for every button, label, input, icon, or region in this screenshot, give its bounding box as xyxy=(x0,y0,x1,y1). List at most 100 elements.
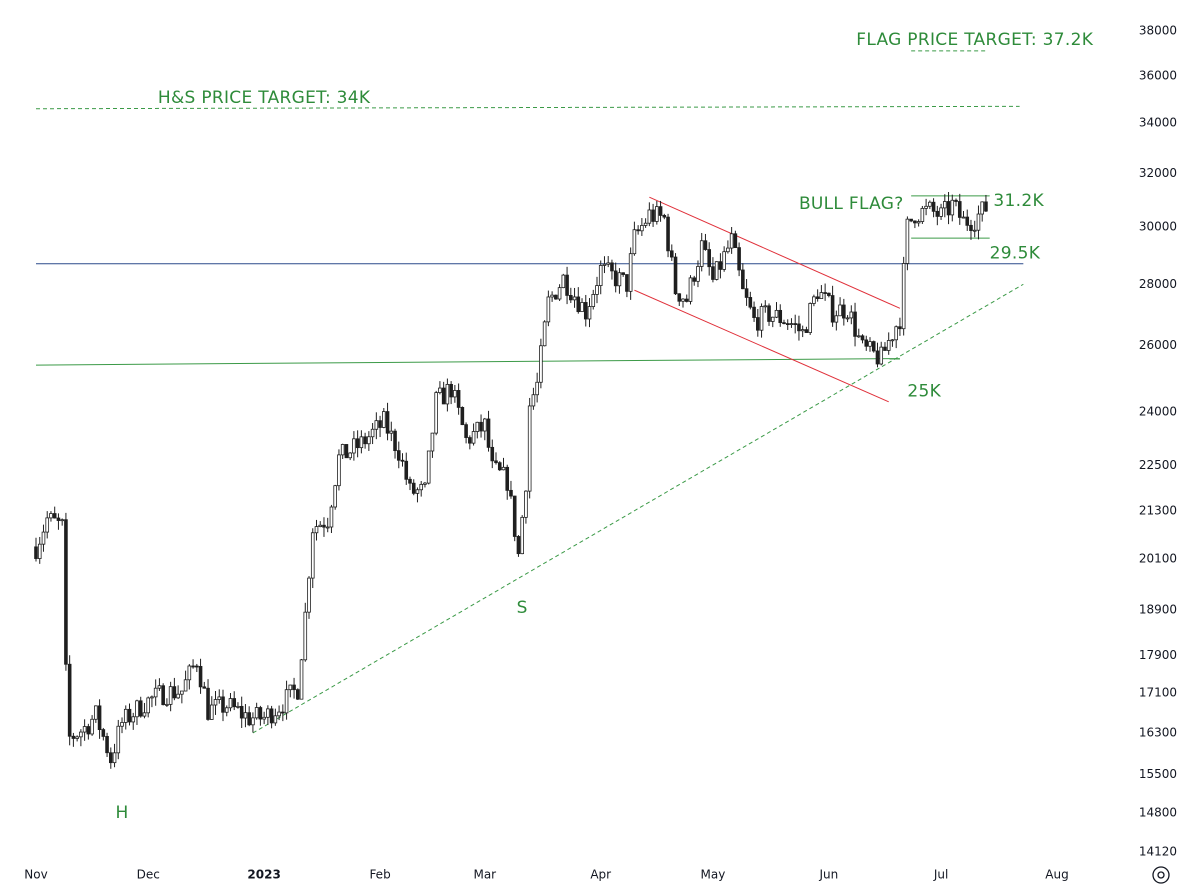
gear-icon[interactable] xyxy=(1152,866,1170,884)
candle xyxy=(875,342,880,368)
candle xyxy=(269,705,274,729)
candle xyxy=(224,705,229,717)
price-tick-label: 15500 xyxy=(1139,767,1177,781)
candle xyxy=(79,729,83,747)
candle xyxy=(890,339,895,347)
candle xyxy=(460,406,465,426)
candle xyxy=(213,690,218,715)
annotation-label[interactable]: H&S PRICE TARGET: 34K xyxy=(158,88,371,108)
candle xyxy=(688,275,693,305)
annotation-label[interactable]: 25K xyxy=(907,382,941,402)
annotation-label[interactable]: FLAG PRICE TARGET: 37.2K xyxy=(856,30,1093,50)
drawing-line-1[interactable] xyxy=(35,358,900,366)
candle xyxy=(176,685,180,700)
drawing-line-3[interactable] xyxy=(634,289,889,403)
candle xyxy=(651,203,655,227)
price-tick-label: 17100 xyxy=(1139,686,1177,700)
candle xyxy=(520,515,524,555)
candle xyxy=(161,683,165,706)
candle xyxy=(307,576,311,619)
candle xyxy=(281,704,285,722)
candle xyxy=(576,287,581,314)
candle xyxy=(655,200,659,225)
candle xyxy=(782,319,786,325)
time-tick-label: Jul xyxy=(933,868,948,882)
candle xyxy=(722,246,726,272)
drawing-line-4[interactable] xyxy=(252,283,1024,734)
annotation-label[interactable]: 31.2K xyxy=(993,191,1044,211)
annotation-label[interactable]: S xyxy=(517,598,528,618)
candle xyxy=(894,325,898,349)
candle xyxy=(797,315,801,341)
candle xyxy=(587,298,592,328)
candle xyxy=(138,696,143,718)
candle xyxy=(90,715,94,736)
candle xyxy=(393,428,397,459)
candle xyxy=(56,513,61,530)
candle xyxy=(206,679,210,721)
annotation-label[interactable]: H xyxy=(115,803,128,823)
candle xyxy=(400,453,405,467)
candle xyxy=(262,711,266,725)
candle xyxy=(34,537,38,562)
candle xyxy=(800,325,805,338)
candle xyxy=(355,430,360,458)
candle xyxy=(707,242,711,276)
candle xyxy=(404,452,409,485)
candle xyxy=(830,285,835,327)
candle xyxy=(497,461,502,472)
candle xyxy=(146,696,150,718)
candle xyxy=(613,262,618,293)
candle xyxy=(430,432,435,458)
candle xyxy=(71,732,76,747)
candle xyxy=(150,695,154,708)
drawing-line-2[interactable] xyxy=(649,196,901,309)
candle xyxy=(385,402,390,441)
candle xyxy=(168,681,173,712)
candle xyxy=(333,484,337,510)
price-tick-label: 17900 xyxy=(1139,648,1177,662)
candle xyxy=(135,699,139,725)
candle xyxy=(636,225,640,235)
candle xyxy=(314,519,319,541)
time-tick-label: Jun xyxy=(818,868,838,882)
annotation-label[interactable]: BULL FLAG? xyxy=(799,194,904,214)
candle xyxy=(396,441,401,469)
candle xyxy=(340,443,345,460)
candle xyxy=(640,218,644,236)
drawing-line-5[interactable] xyxy=(35,105,1020,110)
candle xyxy=(595,276,599,304)
candle xyxy=(479,414,483,438)
candle xyxy=(909,218,913,223)
candle xyxy=(142,702,147,719)
candle xyxy=(808,302,812,335)
time-tick-label: Nov xyxy=(24,868,47,882)
candle xyxy=(378,415,382,438)
candle xyxy=(819,285,824,299)
candle xyxy=(916,219,921,227)
candle xyxy=(883,342,887,351)
time-tick-label: Dec xyxy=(137,868,160,882)
candle xyxy=(180,690,184,704)
candle xyxy=(557,284,562,302)
price-axis: 14120 14800 15500 16300 17100 17900 18900 20100… xyxy=(1139,24,1177,859)
candle xyxy=(445,378,450,412)
candle xyxy=(669,244,674,261)
candle xyxy=(101,727,106,741)
candle xyxy=(827,292,831,298)
candle xyxy=(292,677,296,699)
candle xyxy=(729,226,734,254)
candle xyxy=(696,260,700,288)
candle xyxy=(939,203,943,220)
candle xyxy=(411,479,416,496)
candle xyxy=(329,504,334,534)
price-tick-label: 20100 xyxy=(1139,552,1177,566)
price-tick-label: 36000 xyxy=(1139,68,1177,82)
annotation-label[interactable]: 29.5K xyxy=(990,244,1041,264)
candle xyxy=(886,332,891,355)
candle xyxy=(228,692,233,712)
candle xyxy=(812,294,816,307)
candle xyxy=(785,319,790,330)
